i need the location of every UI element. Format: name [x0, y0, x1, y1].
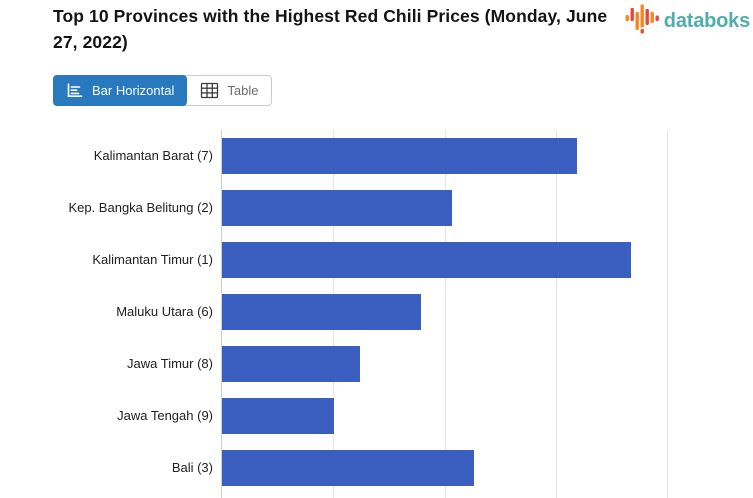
bar-horizontal-icon	[66, 82, 84, 99]
table-icon	[200, 82, 219, 99]
chart-row: Jawa Tengah (9)	[0, 390, 753, 442]
bar[interactable]	[222, 138, 578, 174]
bar[interactable]	[222, 294, 422, 330]
category-label: Kalimantan Timur (1)	[92, 252, 213, 267]
category-label: Kep. Bangka Belitung (2)	[68, 200, 213, 215]
chart-row: Kalimantan Barat (7)	[0, 130, 753, 182]
chart-row: Kep. Bangka Belitung (2)	[0, 182, 753, 234]
bar[interactable]	[222, 346, 360, 382]
table-label: Table	[227, 83, 259, 98]
view-toggle: Bar Horizontal Table	[53, 75, 273, 106]
category-label: Jawa Tengah (9)	[117, 408, 213, 423]
gridline	[556, 130, 557, 498]
chart-row: Maluku Utara (6)	[0, 286, 753, 338]
chart-row: Kalimantan Timur (1)	[0, 234, 753, 286]
gridline	[444, 130, 446, 498]
bar-chart: Kalimantan Barat (7) Kep. Bangka Belitung…	[0, 130, 753, 498]
chart-row: Bali (3)	[0, 442, 753, 494]
table-button[interactable]: Table	[185, 75, 273, 106]
databoks-logo[interactable]: databoks	[625, 4, 750, 39]
databoks-logo-icon	[625, 4, 661, 39]
bar-horizontal-label: Bar Horizontal	[92, 83, 175, 98]
databoks-logo-text: databoks	[663, 10, 750, 32]
gridline	[667, 130, 669, 498]
category-label: Bali (3)	[171, 460, 213, 475]
bar[interactable]	[222, 450, 474, 486]
bar[interactable]	[222, 190, 453, 226]
bar[interactable]	[222, 242, 631, 278]
category-label: Jawa Timur (8)	[127, 356, 213, 371]
chart-row: Jawa Timur (8)	[0, 338, 753, 390]
chart-title: Top 10 Provinces with the Highest Red Ch…	[53, 6, 608, 52]
category-label: Kalimantan Barat (7)	[93, 148, 213, 163]
category-label: Maluku Utara (6)	[116, 304, 213, 319]
y-axis-line	[221, 130, 222, 498]
bar-horizontal-button[interactable]: Bar Horizontal	[53, 75, 188, 106]
bar[interactable]	[222, 398, 335, 434]
